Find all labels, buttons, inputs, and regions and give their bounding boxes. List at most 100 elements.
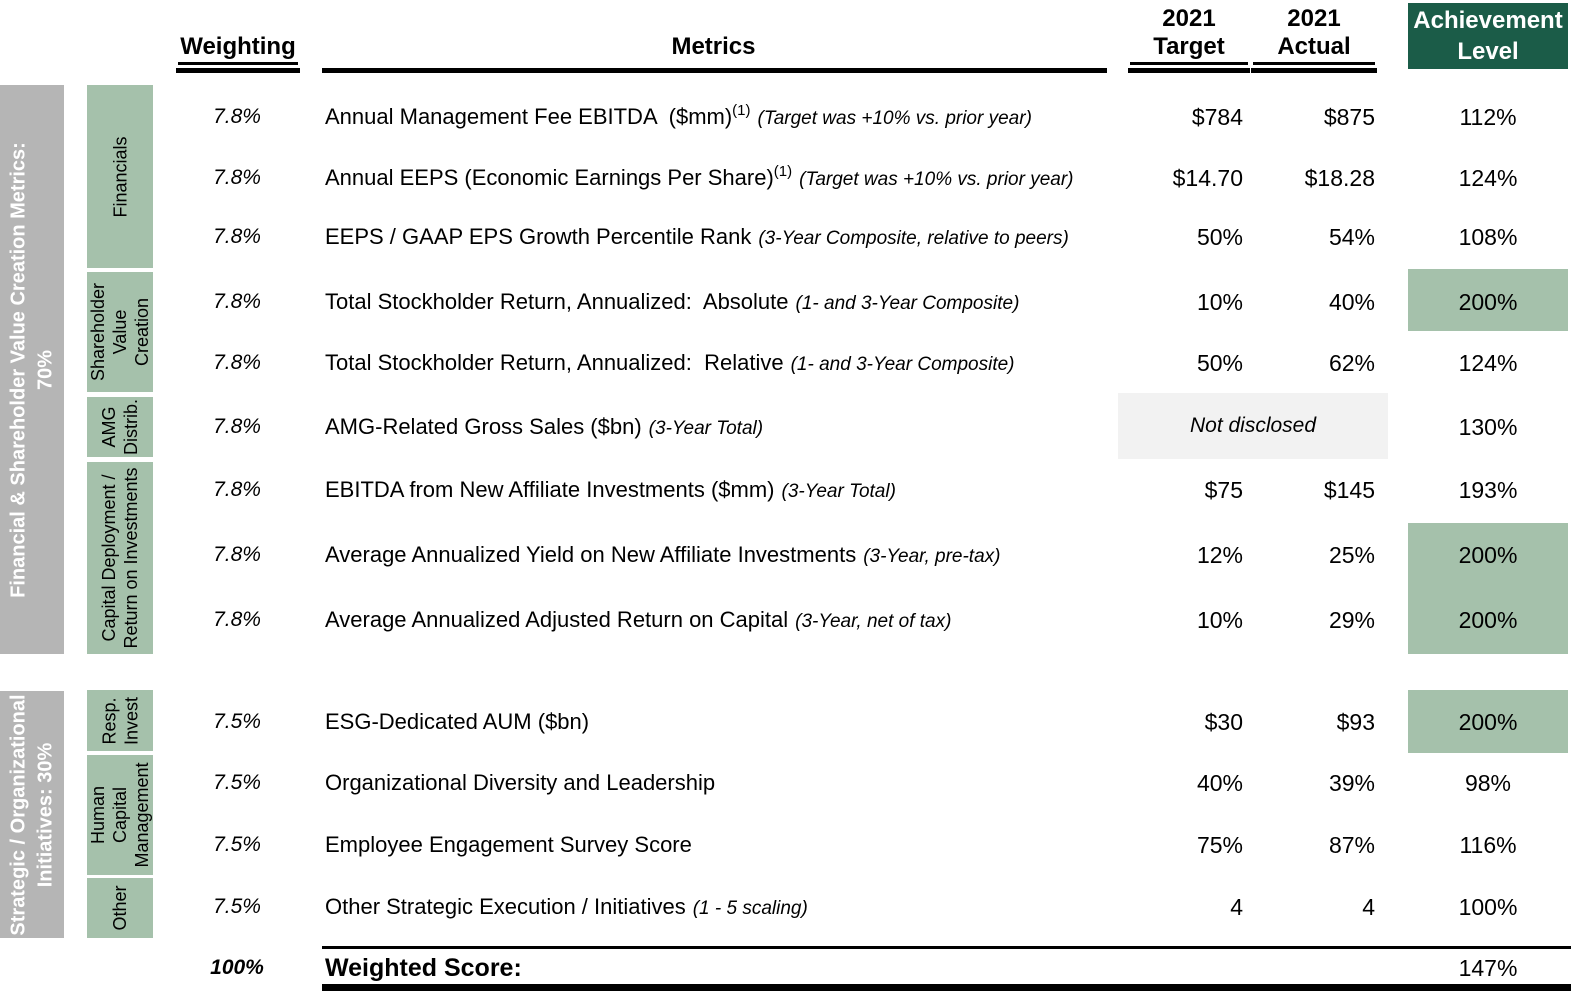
metric-label: Annual Management Fee EBITDA ($mm)(1) (Ta… xyxy=(325,100,1032,137)
target-value: 12% xyxy=(1196,542,1243,568)
weighting-value: 7.5% xyxy=(213,771,261,794)
table-row: 7.8% Annual Management Fee EBITDA ($mm)(… xyxy=(0,100,1571,134)
target-value: 4 xyxy=(1230,894,1243,920)
table-row: 7.8% EBITDA from New Affiliate Investmen… xyxy=(0,473,1571,507)
table-row: 7.8% EEPS / GAAP EPS Growth Percentile R… xyxy=(0,220,1571,254)
metric-text: Annual EEPS (Economic Earnings Per Share… xyxy=(325,165,774,190)
table-row: 7.5% ESG-Dedicated AUM ($bn) $30 $93 200… xyxy=(0,705,1571,739)
actual-value: 29% xyxy=(1328,607,1375,633)
metric-text: Total Stockholder Return, Annualized: Ab… xyxy=(325,289,789,314)
weighting-value: 7.5% xyxy=(213,833,261,856)
table-row: 7.8% Total Stockholder Return, Annualize… xyxy=(0,346,1571,380)
metric-text: ESG-Dedicated AUM ($bn) xyxy=(325,709,590,734)
category-human-capital-management: Human Capital Management xyxy=(87,755,153,875)
actual-value: $875 xyxy=(1323,104,1375,130)
metric-note: (Target was +10% vs. prior year) xyxy=(757,108,1032,129)
metric-label: Average Annualized Adjusted Return on Ca… xyxy=(325,603,951,640)
target-value: 75% xyxy=(1196,832,1243,858)
metric-text: Average Annualized Adjusted Return on Ca… xyxy=(325,607,789,632)
achievement-header-line1: Achievement xyxy=(1413,7,1563,34)
achievement-value: 130% xyxy=(1458,414,1518,440)
category-financials: Financials xyxy=(87,85,153,268)
target-value: 50% xyxy=(1196,350,1243,376)
table-row: 7.5% Other Strategic Execution / Initiat… xyxy=(0,890,1571,924)
metric-text: Other Strategic Execution / Initiatives xyxy=(325,894,686,919)
actual-value: 62% xyxy=(1328,350,1375,376)
metric-label: ESG-Dedicated AUM ($bn) xyxy=(325,705,596,742)
actual-value: $18.28 xyxy=(1304,165,1375,191)
table-row: 7.5% Organizational Diversity and Leader… xyxy=(0,766,1571,800)
weighting-value: 7.8% xyxy=(213,543,261,566)
metric-text: Average Annualized Yield on New Affiliat… xyxy=(325,542,857,567)
actual-value: 4 xyxy=(1362,894,1375,920)
total-weighting: 100% xyxy=(210,956,264,979)
actual-value: 25% xyxy=(1328,542,1375,568)
achievement-value: 200% xyxy=(1458,542,1518,568)
weighting-value: 7.8% xyxy=(213,608,261,631)
weighting-header-rule xyxy=(176,68,300,73)
metric-note: (1- and 3-Year Composite) xyxy=(790,354,1015,375)
achievement-value: 112% xyxy=(1459,104,1517,130)
weighting-value: 7.8% xyxy=(213,105,261,128)
section-bar-financial: Financial & Shareholder Value Creation M… xyxy=(0,85,64,654)
metric-note: (3-Year Total) xyxy=(648,418,764,439)
target-value: 40% xyxy=(1196,770,1243,796)
metric-label: EEPS / GAAP EPS Growth Percentile Rank (3… xyxy=(325,220,1069,257)
metric-text: Employee Engagement Survey Score xyxy=(325,832,692,857)
metric-footnote-sup: (1) xyxy=(732,102,751,119)
achievement-value: 116% xyxy=(1459,832,1517,858)
target-column-header: Target xyxy=(1130,32,1248,65)
achievement-value: 193% xyxy=(1458,477,1518,503)
metric-label: Total Stockholder Return, Annualized: Ab… xyxy=(325,285,1019,322)
table-row: 7.5% Employee Engagement Survey Score 75… xyxy=(0,828,1571,862)
metric-label: Organizational Diversity and Leadership xyxy=(325,766,722,803)
weighting-column-header: Weighting xyxy=(178,32,298,65)
achievement-value: 124% xyxy=(1458,350,1518,376)
metric-footnote-sup: (1) xyxy=(773,163,793,180)
achievement-highlight-yield-and-return xyxy=(1408,523,1568,654)
not-disclosed-cell: Not disclosed xyxy=(1118,393,1388,459)
actual-value: $93 xyxy=(1336,709,1375,735)
weighting-value: 7.8% xyxy=(213,351,261,374)
achievement-header-line2: Level xyxy=(1457,38,1519,65)
section-bar-strategic: Strategic / Organizational Initiatives: … xyxy=(0,691,64,938)
achievement-value: 200% xyxy=(1458,709,1518,735)
metric-text: Total Stockholder Return, Annualized: Re… xyxy=(325,350,784,375)
table-row: 7.8% Average Annualized Yield on New Aff… xyxy=(0,538,1571,572)
target-value: $30 xyxy=(1204,709,1243,735)
weighted-score-label: Weighted Score: xyxy=(325,954,522,982)
footer-bottom-rule xyxy=(322,984,1571,991)
metric-text: EEPS / GAAP EPS Growth Percentile Rank xyxy=(325,224,752,249)
actual-value: 87% xyxy=(1328,832,1375,858)
target-column-header-year: 2021 xyxy=(1162,5,1216,32)
metric-note: (3-Year Total) xyxy=(781,481,896,502)
metric-label: Average Annualized Yield on New Affiliat… xyxy=(325,538,1000,575)
target-value: 10% xyxy=(1196,607,1243,633)
weighted-score-value: 147% xyxy=(1458,955,1518,981)
metric-label: Other Strategic Execution / Initiatives (… xyxy=(325,890,808,927)
achievement-value: 100% xyxy=(1458,894,1518,920)
actual-column-header: Actual xyxy=(1253,32,1375,65)
metric-note: (3-Year, pre-tax) xyxy=(863,546,1001,567)
metric-note: (Target was +10% vs. prior year) xyxy=(799,169,1074,190)
actual-value: 40% xyxy=(1328,289,1375,315)
achievement-value: 98% xyxy=(1464,770,1512,796)
table-row: 7.8% Average Annualized Adjusted Return … xyxy=(0,603,1571,637)
target-value: 50% xyxy=(1196,224,1243,250)
weighting-value: 7.5% xyxy=(213,710,261,733)
metric-text: Organizational Diversity and Leadership xyxy=(325,770,716,795)
footer-top-rule xyxy=(322,946,1571,949)
metrics-column-header: Metrics xyxy=(671,33,756,60)
category-shareholder-value-creation: Shareholder Value Creation xyxy=(87,272,153,392)
target-value: $75 xyxy=(1204,477,1243,503)
table-row: 7.8% Annual EEPS (Economic Earnings Per … xyxy=(0,161,1571,195)
weighting-value: 7.8% xyxy=(213,166,261,189)
actual-header-rule xyxy=(1251,68,1377,73)
metric-label: AMG-Related Gross Sales ($bn) (3-Year Tot… xyxy=(325,410,763,447)
achievement-highlight-esg-aum xyxy=(1408,690,1568,753)
achievement-value: 108% xyxy=(1458,224,1518,250)
metric-note: (1- and 3-Year Composite) xyxy=(795,293,1020,314)
metric-note: (3-Year Composite, relative to peers) xyxy=(758,228,1069,249)
table-row: 7.8% AMG-Related Gross Sales ($bn) (3-Yea… xyxy=(0,410,1571,444)
